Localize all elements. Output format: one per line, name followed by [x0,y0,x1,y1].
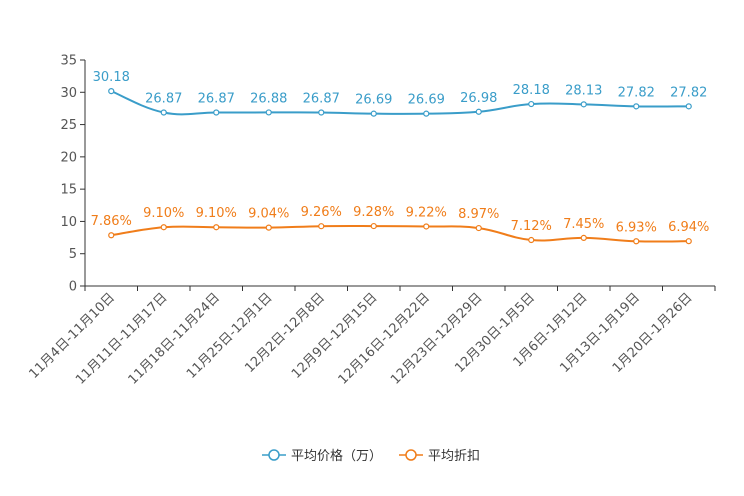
legend-marker-icon [268,449,280,461]
data-point[interactable] [423,223,430,230]
data-point[interactable] [213,109,220,116]
data-label: 9.26% [301,205,342,220]
y-tick-label: 30 [60,86,77,101]
y-tick-label: 20 [60,150,77,165]
data-point[interactable] [685,238,692,245]
series-layer: 30.18 26.87 26.87 26.88 26.87 26.69 26.69 26.98… [91,70,709,245]
series-line [110,90,689,116]
data-point[interactable] [265,109,272,116]
data-point[interactable] [108,88,115,95]
data-label: 6.94% [668,220,709,235]
data-point[interactable] [108,232,115,239]
y-tick-label: 35 [60,54,77,69]
data-label: 28.13 [565,83,602,98]
data-point[interactable] [633,103,640,110]
y-tick-label: 5 [69,247,77,262]
y-tick-label: 25 [60,118,77,133]
data-label: 9.10% [196,206,237,221]
data-point[interactable] [528,236,535,244]
x-tick-label: 12月23日-12月29日 [388,290,485,387]
data-label: 26.69 [408,93,445,108]
data-label: 28.18 [513,83,550,98]
data-point[interactable] [475,108,482,115]
data-point[interactable] [213,224,220,231]
data-point[interactable] [528,100,535,108]
legend-label: 平均价格（万） [291,448,382,464]
x-tick-label: 11月18日-11月24日 [126,290,223,387]
data-point[interactable] [160,109,167,116]
data-label: 26.87 [145,91,182,106]
x-tick-label: 12月16日-12月22日 [336,290,433,387]
data-label: 7.45% [563,217,604,232]
data-label: 9.28% [353,205,394,220]
data-point[interactable] [318,109,325,116]
data-label: 27.82 [618,85,655,100]
data-label: 9.22% [406,205,447,220]
series-1: 7.86% 9.10% 9.10% 9.04% 9.26% 9.28% 9.22% 8.97%… [91,205,709,245]
x-tick-label: 11月11日-11月17日 [73,290,170,387]
legend-item-1[interactable]: 平均折扣 [399,449,480,464]
y-tick-label: 15 [60,183,77,198]
y-tick-label: 10 [60,215,77,230]
data-point[interactable] [633,238,640,245]
data-label: 26.69 [355,93,392,108]
data-label: 6.93% [616,220,657,235]
data-label: 26.87 [198,91,235,106]
data-point[interactable] [265,224,272,231]
data-point[interactable] [685,103,692,110]
y-tick-label: 0 [69,280,77,295]
data-point[interactable] [475,224,482,232]
data-label: 26.88 [250,91,287,106]
legend-item-0[interactable]: 平均价格（万） [262,448,382,464]
data-point[interactable] [370,222,377,230]
data-label: 7.12% [511,219,552,234]
data-point[interactable] [423,110,430,117]
data-label: 9.04% [248,207,289,222]
data-point[interactable] [318,223,325,230]
series-0: 30.18 26.87 26.87 26.88 26.87 26.69 26.69 26.98… [93,70,707,117]
legend-label: 平均折扣 [428,449,480,464]
data-point[interactable] [580,234,587,241]
series-line [111,225,689,243]
data-label: 26.98 [460,91,497,106]
data-point[interactable] [160,224,167,231]
data-point[interactable] [580,101,587,108]
data-label: 7.86% [91,214,132,229]
data-label: 8.97% [458,207,499,222]
chart-legend[interactable]: 平均价格（万） 平均折扣 [262,448,480,464]
data-label: 30.18 [93,70,130,85]
x-tick-label: 11月4日-11月10日 [26,290,118,382]
data-label: 9.10% [143,206,184,221]
data-point[interactable] [370,110,377,117]
legend-marker-icon [405,449,417,461]
data-label: 27.82 [670,85,707,100]
data-label: 26.87 [303,91,340,106]
